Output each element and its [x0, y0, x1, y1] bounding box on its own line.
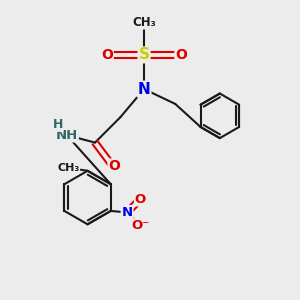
Text: O: O [101, 48, 113, 62]
Text: N: N [138, 82, 150, 97]
Text: N: N [122, 206, 133, 219]
Text: S: S [139, 47, 150, 62]
Text: H: H [53, 118, 63, 131]
Text: O: O [135, 193, 146, 206]
Text: CH₃: CH₃ [132, 16, 156, 29]
Text: O: O [108, 159, 120, 173]
Text: CH₃: CH₃ [57, 163, 80, 173]
Text: O⁻: O⁻ [131, 219, 150, 232]
Text: O: O [175, 48, 187, 62]
Text: NH: NH [56, 129, 78, 142]
